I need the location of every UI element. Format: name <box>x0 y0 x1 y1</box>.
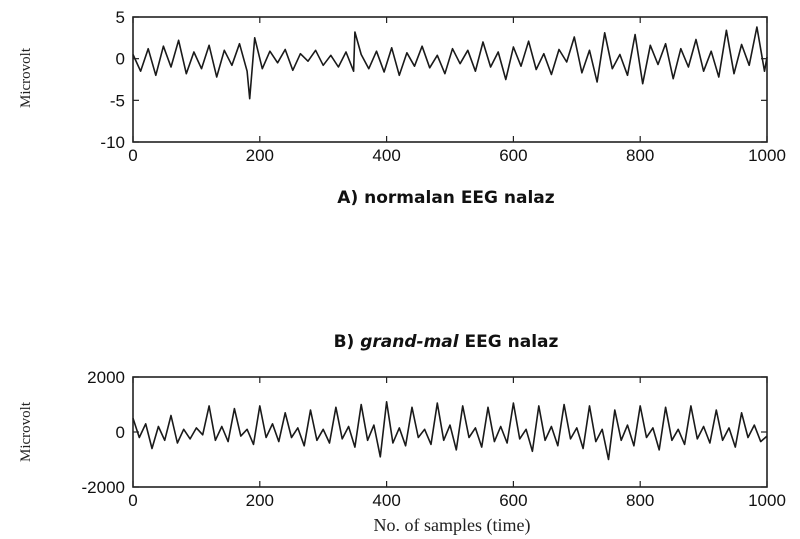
panel-b-caption-prefix: B) <box>334 332 361 352</box>
panel-a-y-ticks: 5 0 -5 -10 <box>100 8 767 152</box>
panel-a-x-tick-label: 800 <box>626 146 654 165</box>
panel-a-y-tick-label: -5 <box>110 91 125 110</box>
panel-a-series <box>132 26 768 100</box>
panel-b-x-tick-label: 200 <box>246 491 274 510</box>
panel-b-caption-suffix: EEG nalaz <box>459 332 559 352</box>
panel-b-x-tick-label: 400 <box>372 491 400 510</box>
panel-a-y-tick-label: -10 <box>100 133 125 152</box>
panel-a-x-ticks: 0 200 400 600 800 1000 <box>128 17 786 165</box>
panel-a-x-tick-label: 200 <box>246 146 274 165</box>
panel-a-y-tick-label: 0 <box>116 50 125 69</box>
panel-b-caption-italic: grand-mal <box>360 332 460 352</box>
panel-a-caption: A) normalan EEG nalaz <box>337 188 554 208</box>
panel-b-y-tick-label: -2000 <box>82 478 125 497</box>
panel-b-y-tick-label: 2000 <box>87 368 125 387</box>
panel-b-x-tick-label: 0 <box>128 491 137 510</box>
panel-b-x-axis-label: No. of samples (time) <box>374 515 531 536</box>
panel-a-x-tick-label: 400 <box>372 146 400 165</box>
panel-b-y-ticks: 2000 0 -2000 <box>82 368 767 497</box>
panel-b-x-tick-label: 600 <box>499 491 527 510</box>
panel-a-x-tick-label: 0 <box>128 146 137 165</box>
panel-a-normal-eeg: Microvolt 5 0 -5 -10 0 200 400 600 800 1000 A) n… <box>18 8 786 208</box>
panel-a-x-tick-label: 600 <box>499 146 527 165</box>
panel-a-plot-frame <box>132 16 768 143</box>
panel-b-series-line-0 <box>132 400 768 461</box>
panel-b-y-axis-label: Microvolt <box>18 401 34 462</box>
panel-a-series-line-0 <box>132 26 768 100</box>
panel-b-series <box>132 400 768 461</box>
panel-b-caption: B) grand-mal EEG nalaz <box>334 332 559 352</box>
panel-b-grand-mal-eeg: B) grand-mal EEG nalaz Microvolt 20000-2… <box>18 332 786 536</box>
panel-b-plot-frame <box>132 376 768 488</box>
panel-b-x-tick-label: 800 <box>626 491 654 510</box>
panel-a-x-tick-label: 1000 <box>748 146 786 165</box>
panel-b-x-tick-label: 1000 <box>748 491 786 510</box>
panel-a-y-axis-label: Microvolt <box>18 47 34 108</box>
panel-b-y-tick-label: 0 <box>116 423 125 442</box>
panel-b-x-ticks: 0 200 400 600 800 1000 <box>128 377 786 510</box>
panel-a-y-tick-label: 5 <box>116 8 125 27</box>
